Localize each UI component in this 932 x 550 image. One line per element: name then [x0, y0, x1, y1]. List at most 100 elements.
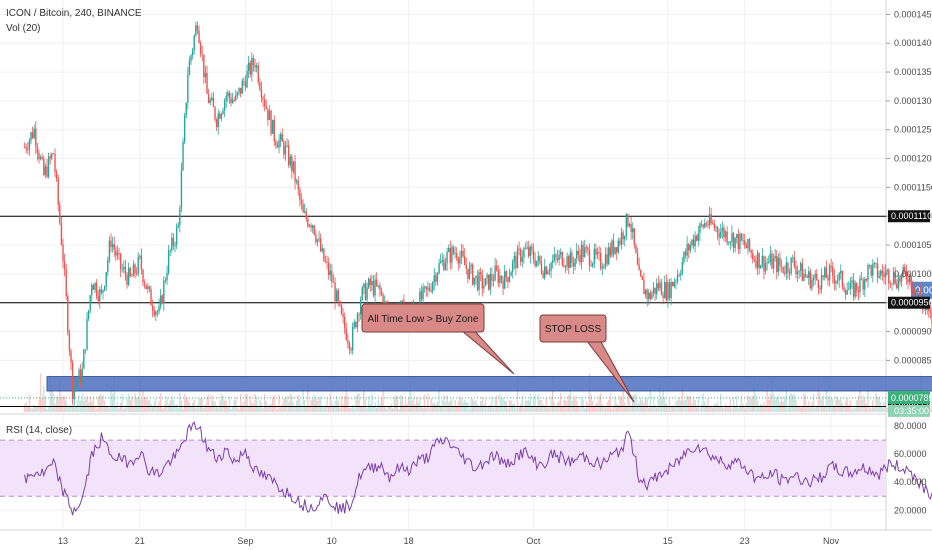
- candle-body: [742, 240, 744, 242]
- candle-body: [656, 283, 658, 294]
- candle-body: [881, 270, 884, 274]
- candle-body: [556, 257, 559, 261]
- candle-body: [305, 211, 307, 219]
- volume-bar: [260, 402, 263, 412]
- volume-bar: [662, 388, 664, 412]
- volume-bar: [196, 404, 199, 412]
- volume-bar: [612, 406, 615, 412]
- volume-bar: [630, 405, 632, 412]
- candle-body: [707, 224, 709, 226]
- price-axis[interactable]: 0.00014500 0.00014000 0.00013500 0.00013000…: [886, 9, 932, 417]
- candle-body: [648, 292, 650, 299]
- volume-bar: [712, 407, 714, 412]
- candle-body: [664, 282, 666, 298]
- candle-body: [79, 369, 82, 382]
- candle-body: [852, 280, 855, 297]
- candle-body: [600, 252, 602, 269]
- volume-bar: [718, 405, 720, 412]
- volume-bar: [454, 400, 456, 412]
- price-tick-label: 0.00014000: [894, 38, 932, 48]
- candle-body: [913, 289, 916, 293]
- candle-body: [316, 239, 319, 242]
- volume-bar: [84, 398, 87, 412]
- volume-bar: [235, 397, 237, 412]
- candle-body: [798, 270, 800, 272]
- candle-body: [92, 285, 95, 290]
- candle-body: [358, 314, 360, 315]
- candle-body: [324, 260, 327, 262]
- candle-body: [760, 265, 762, 269]
- volume-bar: [209, 406, 211, 412]
- candle-body: [739, 233, 741, 249]
- volume-bar: [63, 395, 66, 412]
- volume-bar: [187, 397, 189, 412]
- volume-bar: [447, 402, 450, 412]
- volume-bar: [179, 393, 181, 412]
- volume-bar: [44, 396, 47, 412]
- time-tick-label: Sep: [237, 536, 253, 546]
- volume-bar: [419, 397, 421, 412]
- candle-body: [620, 232, 623, 245]
- candle-body: [495, 265, 498, 271]
- volume-bar: [689, 395, 692, 412]
- candle-body: [249, 62, 251, 75]
- volume-bar: [635, 393, 637, 412]
- volume-bar: [515, 408, 517, 412]
- candle-body: [712, 223, 714, 224]
- candle-body: [337, 290, 339, 302]
- candle-body: [276, 145, 279, 148]
- volume-bar: [539, 399, 541, 412]
- volume-bar: [455, 406, 458, 412]
- volume-bar: [137, 396, 139, 412]
- volume-bar: [886, 407, 888, 412]
- volume-bar: [183, 393, 186, 412]
- candle-body: [148, 286, 151, 289]
- volume-bar: [308, 405, 311, 412]
- volume-bar: [862, 395, 864, 412]
- candle-body: [912, 287, 914, 290]
- volume-bar: [531, 405, 533, 412]
- candle-body: [209, 100, 211, 103]
- candle-body: [287, 145, 290, 166]
- candle-body: [889, 283, 892, 285]
- candle-body: [579, 254, 581, 263]
- volume-bar: [361, 406, 363, 412]
- candle-body: [625, 214, 628, 236]
- candle-body: [327, 262, 330, 276]
- volume-bar: [652, 397, 655, 412]
- time-axis[interactable]: 1321Sep1018Oct1523Nov1220Dec: [58, 536, 932, 546]
- volume-bar: [358, 393, 360, 412]
- volume-bar: [177, 407, 179, 412]
- volume-legend[interactable]: Vol (20): [6, 23, 40, 34]
- candle-body: [463, 256, 466, 266]
- candles[interactable]: [23, 21, 932, 408]
- candle-body: [766, 262, 768, 264]
- candle-body: [705, 223, 708, 225]
- candle-body: [817, 280, 820, 288]
- volume-bar: [625, 405, 628, 412]
- volume-bar: [532, 397, 535, 412]
- volume-bar: [343, 395, 346, 412]
- volume-bar: [140, 399, 143, 412]
- candle-body: [782, 266, 784, 273]
- volume-bar: [59, 379, 61, 412]
- volume-bar: [329, 393, 331, 412]
- volume-bar: [345, 375, 347, 412]
- volume-bar: [199, 398, 202, 412]
- candle-body: [364, 283, 367, 300]
- volume-bar: [185, 397, 187, 412]
- candle-body: [588, 249, 591, 266]
- level-tag-box: [888, 210, 930, 223]
- rsi-legend[interactable]: RSI (14, close): [6, 425, 72, 436]
- candle-body: [167, 250, 170, 273]
- volume-bar: [119, 402, 122, 412]
- volume-bar: [673, 405, 676, 412]
- volume-bar: [726, 405, 728, 412]
- candle-body: [179, 208, 181, 226]
- callouts[interactable]: All Time Low > Buy Zone STOP LOSS: [361, 303, 635, 403]
- volume-bar: [39, 373, 42, 412]
- symbol-legend[interactable]: ICON / Bitcoin, 240, BINANCE: [6, 8, 142, 19]
- candle-body: [94, 282, 96, 290]
